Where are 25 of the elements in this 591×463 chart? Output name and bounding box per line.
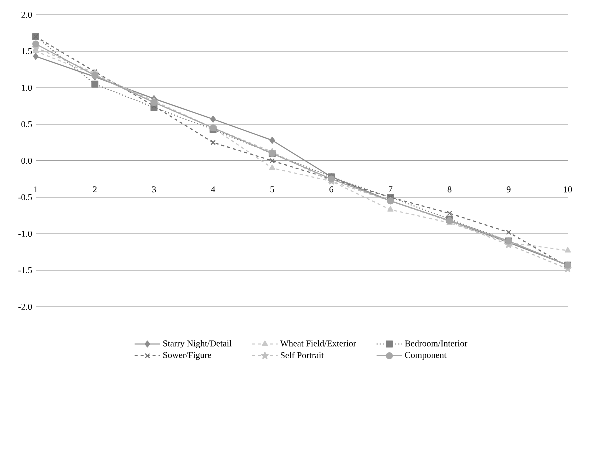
legend-label: Component [405,352,447,360]
x-tick-label: 8 [448,186,452,193]
y-tick-label: 0.0 [22,158,32,164]
x-tick-label: 3 [152,186,156,193]
y-tick-label: -2.0 [18,304,32,310]
legend-label: Bedroom/Interior [405,340,468,347]
y-tick-label: 1.5 [22,48,32,55]
y-tick-label: -1.5 [18,267,32,274]
x-tick-label: 5 [270,186,274,193]
legend-label: Self Portrait [281,352,324,358]
x-tick-label: 7 [389,186,393,192]
y-tick-label: 2.0 [22,12,32,18]
y-tick-label: -0.5 [18,194,32,201]
x-tick-label: 1 [34,186,38,193]
x-tick-label: 6 [330,186,334,193]
x-tick-label: 10 [564,186,572,193]
y-tick-label: 1.0 [22,84,32,92]
legend-label: Wheat Field/Exterior [280,340,356,347]
y-tick-label: -1.0 [18,230,32,238]
x-tick-label: 4 [211,186,216,193]
y-tick-label: 0.5 [22,121,32,128]
legend-label: Sower/Figure [164,352,212,360]
x-tick-label: 2 [93,186,97,193]
x-tick-label: 9 [506,186,511,193]
legend-label: Starry Night/Detail [164,340,232,349]
